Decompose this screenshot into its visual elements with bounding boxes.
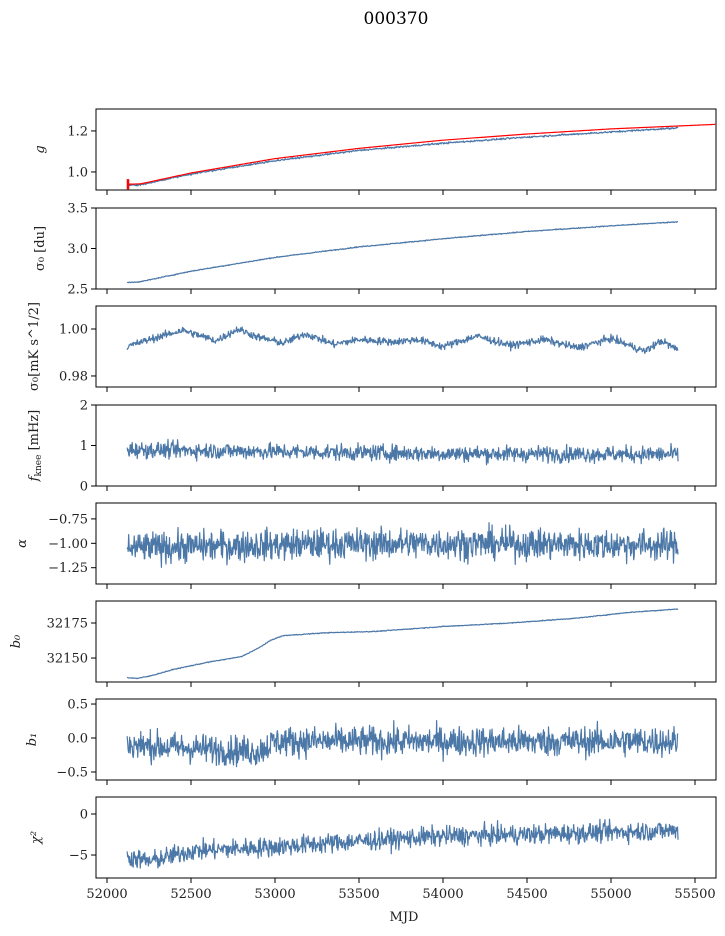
panel-g: 1.0 1.2 g	[33, 108, 717, 195]
y-tick-label: 3.5	[67, 202, 88, 217]
y-tick-label: 1.0	[67, 165, 88, 180]
series-line-fknee	[126, 438, 679, 466]
y-axis-label: g	[33, 145, 48, 153]
axes-frame	[95, 698, 717, 781]
panel-b0: 32150 32175 b₀	[9, 600, 717, 687]
x-tick-label: 54500	[506, 887, 547, 902]
y-axis-label: χ²	[29, 831, 44, 845]
y-tick-label: 0	[80, 480, 88, 495]
panel-sigma0_du: 2.5 3.0 3.5 σ₀ [du]	[33, 202, 717, 298]
y-tick-label: 3.0	[67, 242, 88, 257]
y-tick-label: 0.0	[67, 732, 88, 747]
x-tick-label: 52500	[170, 887, 211, 902]
axes-frame	[95, 108, 717, 191]
y-tick-label: 2.5	[67, 283, 88, 298]
y-axis-label: fknee [mHz]	[27, 410, 44, 483]
series-line-b1	[126, 719, 679, 768]
axes-frame	[95, 600, 717, 683]
panel-fknee: 0 1 2 fknee [mHz]	[27, 399, 717, 495]
y-tick-label: 1.00	[59, 323, 88, 338]
y-tick-label: 1	[80, 439, 88, 454]
panel-alpha: −1.25 −1.00 −0.75 α	[15, 502, 717, 589]
axes-frame	[95, 796, 717, 879]
y-tick-label: 2	[80, 399, 88, 414]
axes-frame	[95, 305, 717, 388]
y-axis-label: σ₀[mK s^1/2]	[27, 302, 42, 391]
panel-sigma0_mK: 0.98 1.00 σ₀[mK s^1/2]	[27, 302, 717, 392]
x-tick-label: 55000	[590, 887, 631, 902]
series-line-sigma0-mK	[126, 326, 679, 355]
series-line-chi2	[126, 818, 679, 869]
series-line-alpha	[126, 522, 679, 568]
axes-frame	[95, 404, 717, 487]
y-tick-label: −1.25	[48, 561, 88, 576]
y-tick-label: −5	[69, 849, 88, 864]
panel-b1: −0.5 0.0 0.5 b₁	[25, 698, 717, 785]
panel-chi2: 52000 52500 53000 53500 54000 54500 55000 55500…	[29, 796, 717, 902]
y-axis-label: α	[15, 539, 30, 548]
series-line-g	[126, 126, 679, 187]
y-tick-label: −1.00	[48, 537, 88, 552]
y-axis-label: σ₀ [du]	[33, 226, 48, 271]
axes-frame	[95, 207, 717, 290]
y-tick-label: 0.98	[59, 369, 88, 384]
panels: 1.0 1.2 g 2.5 3.0 3.5 σ₀ [du] 0.98 1.00 σ₀[mK s^1…	[9, 108, 717, 902]
series-line-b0	[126, 608, 679, 680]
y-tick-label: 0.5	[67, 698, 88, 713]
x-tick-label: 52000	[86, 887, 127, 902]
y-tick-label: −0.75	[48, 512, 88, 527]
figure-title: 000370	[364, 9, 429, 29]
x-tick-label: 54000	[422, 887, 463, 902]
x-tick-label: 53500	[338, 887, 379, 902]
y-axis-label: b₁	[25, 733, 40, 747]
y-tick-label: 32175	[47, 617, 88, 632]
x-tick-label: 55500	[674, 887, 715, 902]
x-axis-label: MJD	[390, 910, 419, 925]
y-tick-label: 1.2	[67, 124, 88, 139]
y-tick-label: −0.5	[56, 765, 88, 780]
series-line-sigma0-du	[126, 221, 679, 284]
y-tick-label: 0	[80, 807, 88, 822]
series-line-g-fit	[127, 123, 716, 185]
y-axis-label: b₀	[9, 634, 24, 648]
y-tick-label: 32150	[47, 652, 88, 667]
x-tick-label: 53000	[254, 887, 295, 902]
